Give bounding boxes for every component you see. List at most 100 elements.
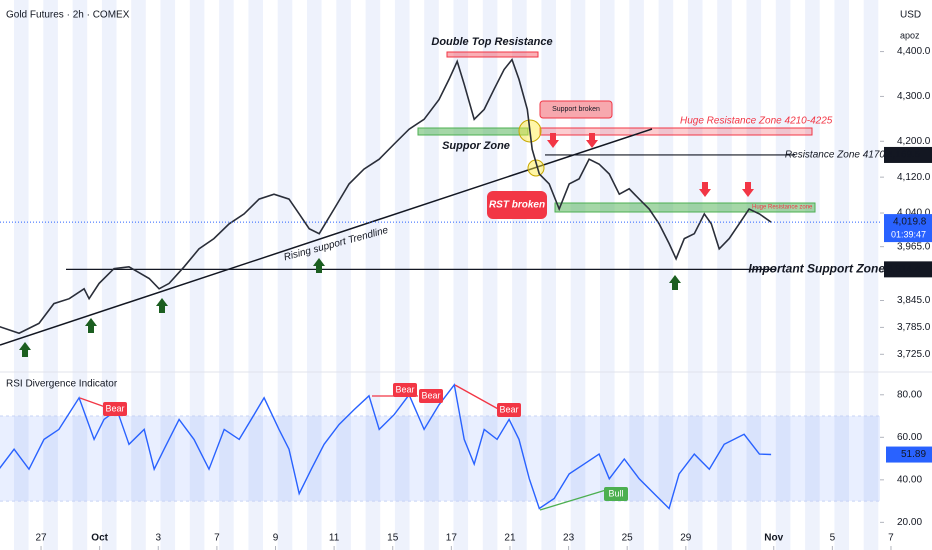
- x-tick-label: 25: [622, 533, 634, 544]
- annotation: Huge Resistance zone: [752, 205, 813, 211]
- signal-box: [103, 402, 127, 416]
- y-tick-label: 40.00: [897, 474, 922, 485]
- up-arrow: [85, 318, 97, 333]
- session-stripe: [600, 0, 615, 550]
- session-stripe: [717, 0, 732, 550]
- signal-box: [419, 389, 443, 403]
- level-name: Important Support Zone: [748, 262, 885, 276]
- x-tick-label: 27: [35, 533, 47, 544]
- session-stripe: [394, 0, 410, 550]
- session-stripe: [43, 0, 58, 550]
- divergence-line: [539, 489, 607, 511]
- user: apoz: [900, 30, 920, 40]
- x-tick-label: 11: [329, 533, 340, 544]
- session-stripe: [219, 0, 234, 550]
- level-tag: [884, 146, 932, 163]
- up-arrow: [19, 342, 31, 357]
- last-price-tag: [884, 214, 932, 243]
- x-tick-label: 17: [446, 533, 458, 544]
- x-tick-label: 23: [563, 533, 575, 544]
- indicator-title: RSI Divergence Indicator: [6, 379, 118, 390]
- signal-box: [604, 487, 628, 501]
- y-tick-label: 4,040.0: [897, 208, 931, 219]
- resistance-zone-green: [554, 202, 816, 213]
- session-stripe: [160, 0, 176, 550]
- y-tick-label: 4,200.0: [897, 136, 931, 147]
- x-tick-label: 15: [387, 533, 399, 544]
- rsi-last-tag: [886, 446, 932, 463]
- signal-label: Bull: [608, 488, 623, 498]
- session-stripe: [189, 0, 205, 550]
- session-stripe: [805, 0, 820, 550]
- x-tick-label: Nov: [764, 533, 783, 544]
- session-stripe: [658, 0, 674, 550]
- rst-broken-box: [487, 191, 547, 219]
- session-stripe: [307, 0, 322, 550]
- session-stripe: [72, 0, 88, 550]
- countdown: 01:39:47: [891, 229, 926, 239]
- x-tick-label: Oct: [91, 533, 108, 544]
- session-stripe: [629, 0, 644, 550]
- y-tick-label: 3,785.0: [897, 322, 931, 333]
- y-tick-label: 3,965.0: [897, 241, 931, 252]
- divergence-line: [454, 384, 501, 411]
- support-zone: [417, 127, 529, 136]
- symbol: Gold Futures · 2h · COMEX: [6, 10, 130, 21]
- signal-label: Bear: [395, 384, 414, 394]
- y-tick-label: 3,725.0: [897, 349, 931, 360]
- x-tick-label: 9: [273, 533, 279, 544]
- x-tick-label: 7: [214, 533, 220, 544]
- signal-label: Bear: [499, 404, 518, 414]
- price-line: [0, 57, 772, 335]
- down-arrow: [699, 182, 711, 197]
- x-tick-label: 29: [680, 533, 692, 544]
- y-tick-label: 3,845.0: [897, 295, 931, 306]
- y-tick-label: 4,300.0: [897, 91, 931, 102]
- signal-box: [393, 383, 417, 397]
- x-tick-label: 7: [888, 533, 894, 544]
- x-tick-label: 21: [504, 533, 516, 544]
- support-broken-box: [539, 100, 613, 119]
- session-stripe: [482, 0, 498, 550]
- annotation: RST broken: [489, 200, 545, 211]
- session-stripe: [365, 0, 381, 550]
- session-stripe: [14, 0, 29, 550]
- x-tick-label: 5: [830, 533, 836, 544]
- rsi-band: [0, 416, 880, 502]
- y-tick-label: 4,400.0: [897, 46, 931, 57]
- annotation: Suppor Zone: [442, 140, 510, 152]
- annotation: Support broken: [552, 106, 600, 113]
- x-tick-label: 3: [155, 533, 161, 544]
- signal-label: Bear: [105, 403, 124, 413]
- session-stripe: [248, 0, 263, 550]
- annotation: Double Top Resistance: [431, 36, 552, 48]
- y-tick-label: 4,120.0: [897, 172, 931, 183]
- level-tag-label: 3,914.4: [887, 264, 921, 275]
- session-stripe: [570, 0, 586, 550]
- huge-resistance-zone: [539, 127, 813, 136]
- y-tick-label: 60.00: [897, 432, 922, 443]
- session-stripe: [775, 0, 791, 550]
- y-tick-label: 20.00: [897, 517, 922, 528]
- y-tick-label: 80.00: [897, 389, 922, 400]
- rsi-line: [0, 383, 772, 510]
- down-arrow: [742, 182, 754, 197]
- session-stripe: [336, 0, 351, 550]
- session-stripe: [863, 0, 879, 550]
- level-tag-label: 4,169.5: [887, 150, 921, 161]
- signal-box: [497, 403, 521, 417]
- level-name: Resistance Zone 4170: [785, 150, 886, 161]
- session-stripe: [131, 0, 146, 550]
- down-arrow: [586, 133, 598, 148]
- session-stripe: [453, 0, 469, 550]
- double-top-zone: [446, 51, 539, 58]
- up-arrow: [313, 258, 325, 273]
- last-price-label: 4,019.8: [893, 217, 927, 228]
- session-stripe: [687, 0, 703, 550]
- signal-label: Bear: [421, 390, 440, 400]
- session-stripes: [14, 0, 879, 550]
- session-stripe: [746, 0, 762, 550]
- up-arrow: [669, 275, 681, 290]
- session-stripe: [834, 0, 849, 550]
